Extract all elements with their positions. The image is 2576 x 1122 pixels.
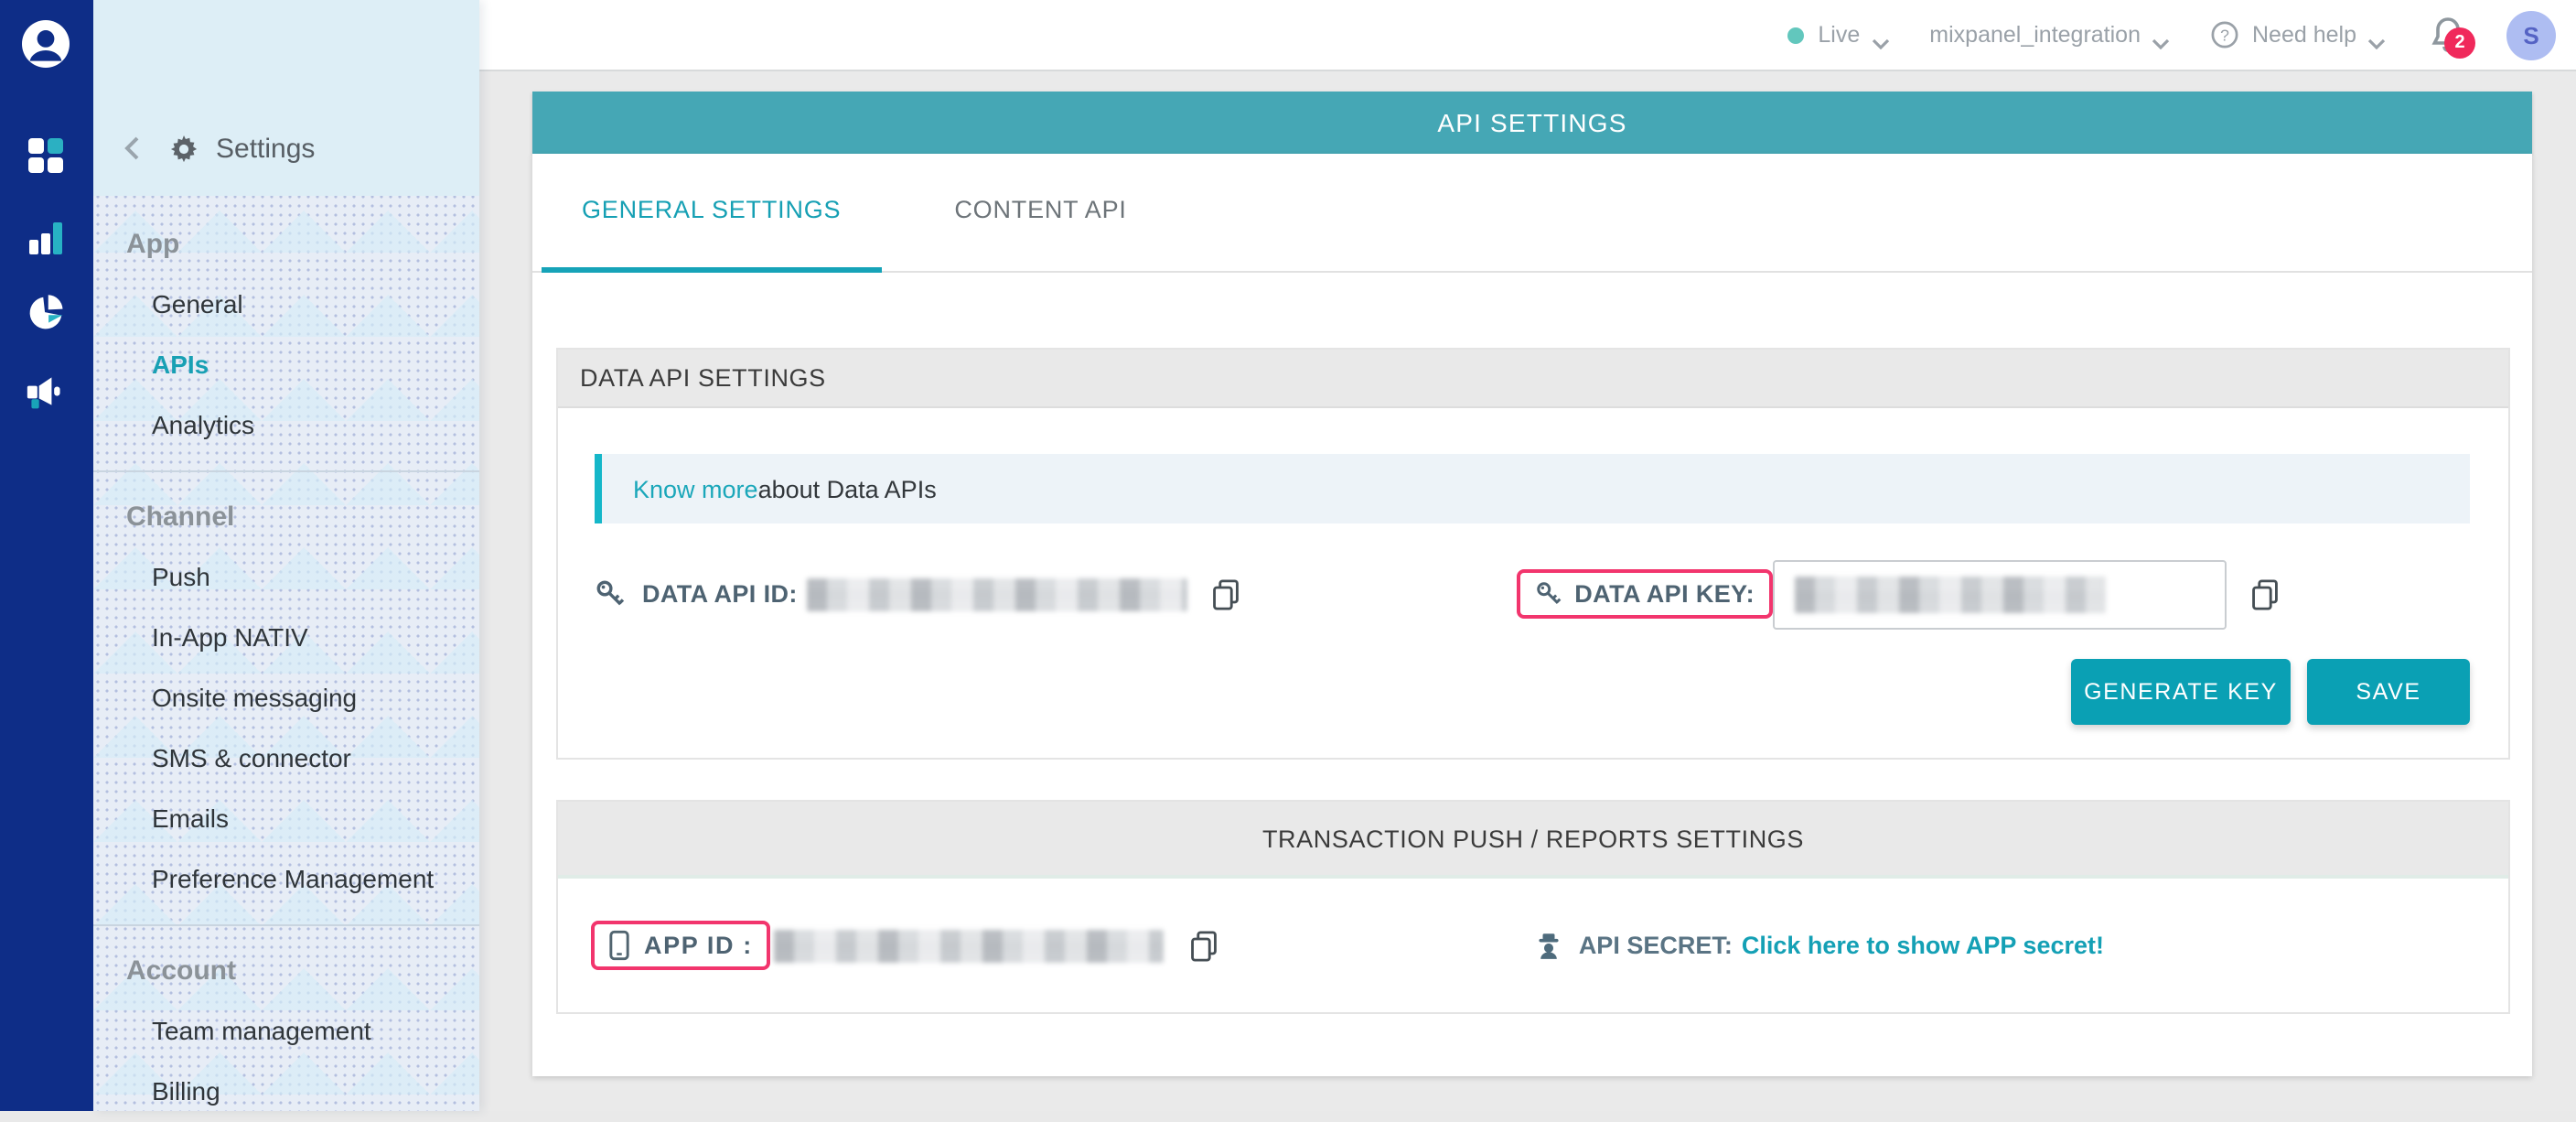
live-status-dot (1787, 27, 1804, 43)
sidebar-item-sms-connector[interactable]: SMS & connector (152, 743, 351, 772)
transaction-section-title: TRANSACTION PUSH / REPORTS SETTINGS (558, 802, 2508, 879)
app-id-label: APP ID : (644, 932, 753, 959)
megaphone-icon[interactable] (26, 372, 66, 412)
key-icon (1534, 580, 1562, 608)
nav-section-app: App (126, 229, 180, 260)
chevron-down-icon (2367, 28, 2386, 49)
data-api-key-highlight-box: DATA API KEY: (1516, 569, 1773, 619)
data-api-id-label: DATA API ID: (642, 580, 798, 608)
project-name: mixpanel_integration (1929, 22, 2141, 48)
app-id-highlight-box: APP ID : (591, 921, 771, 970)
sidebar-item-emails[interactable]: Emails (152, 804, 230, 833)
generate-key-button[interactable]: GENERATE KEY (2071, 659, 2291, 725)
data-api-id-redacted-value (806, 577, 1187, 610)
tab-content-api[interactable]: CONTENT API (954, 196, 1127, 223)
left-rail (0, 0, 93, 1111)
key-icon (595, 578, 626, 610)
tab-bar: GENERAL SETTINGS CONTENT API (532, 154, 2532, 273)
sidebar-item-team-management[interactable]: Team management (152, 1016, 371, 1045)
nav-section-channel: Channel (126, 502, 235, 533)
app-id-redacted-value (774, 929, 1165, 962)
topbar: Live mixpanel_integration ? Need help (479, 0, 2576, 71)
show-app-secret-link[interactable]: Click here to show APP secret! (1741, 932, 2104, 959)
sidebar-item-apis[interactable]: APIs (152, 350, 209, 379)
bar-chart-icon[interactable] (26, 216, 66, 256)
sidebar-nav: App General APIs Analytics Channel Push … (93, 196, 479, 1122)
user-avatar[interactable]: S (2506, 10, 2556, 59)
need-help-menu[interactable]: ? Need help (2210, 20, 2386, 49)
save-button[interactable]: SAVE (2307, 659, 2470, 725)
sidebar-item-analytics[interactable]: Analytics (152, 410, 255, 439)
api-id-key-row: DATA API ID: (595, 558, 2470, 630)
copy-icon[interactable] (1211, 577, 1240, 610)
notifications-bell[interactable]: 2 (2430, 15, 2475, 59)
know-more-banner: Know more about Data APIs (595, 454, 2470, 523)
data-api-settings-section: DATA API SETTINGS Know more about Data A… (556, 348, 2510, 760)
know-more-link[interactable]: Know more (633, 475, 758, 502)
button-row: GENERATE KEY SAVE (595, 659, 2470, 725)
api-settings-card: GENERAL SETTINGS CONTENT API DATA API SE… (532, 154, 2532, 1076)
pie-chart-icon[interactable] (26, 293, 66, 333)
sidebar-divider (93, 924, 479, 926)
svg-text:?: ? (2220, 26, 2229, 44)
sidebar-item-onsite-messaging[interactable]: Onsite messaging (152, 683, 358, 712)
chevron-down-icon (2152, 28, 2170, 49)
secret-agent-icon (1537, 931, 1561, 960)
api-secret-label: API SECRET: (1578, 932, 1733, 959)
copy-icon[interactable] (2250, 577, 2280, 610)
data-api-key-label: DATA API KEY: (1574, 580, 1755, 608)
apps-grid-icon[interactable] (26, 135, 66, 176)
nav-section-account: Account (126, 955, 236, 987)
copy-icon[interactable] (1190, 929, 1219, 962)
environment-dropdown[interactable]: Live (1787, 22, 1889, 49)
project-dropdown[interactable]: mixpanel_integration (1929, 22, 2170, 49)
back-chevron-icon[interactable] (123, 135, 141, 161)
banner-text: about Data APIs (757, 475, 937, 502)
sidebar-item-general[interactable]: General (152, 289, 243, 318)
transaction-settings-section: TRANSACTION PUSH / REPORTS SETTINGS APP … (556, 800, 2510, 1014)
brand-logo-icon[interactable] (22, 20, 70, 68)
sidebar-divider (93, 470, 479, 472)
data-api-key-redacted-value (1795, 576, 2106, 612)
chevron-down-icon (1871, 28, 1889, 49)
sidebar-header: Settings (93, 0, 479, 196)
sidebar-item-push[interactable]: Push (152, 562, 210, 591)
tab-general-settings[interactable]: GENERAL SETTINGS (542, 154, 882, 273)
gear-icon (170, 135, 198, 162)
sidebar-item-billing[interactable]: Billing (152, 1076, 220, 1106)
sidebar-title: Settings (216, 133, 316, 164)
question-circle-icon: ? (2210, 20, 2239, 49)
need-help-label: Need help (2252, 22, 2356, 48)
notification-badge: 2 (2444, 27, 2475, 59)
environment-label: Live (1818, 22, 1861, 48)
main-content: API SETTINGS GENERAL SETTINGS CONTENT AP… (479, 71, 2576, 1111)
sidebar-item-inapp-nativ[interactable]: In-App NATIV (152, 622, 308, 652)
sidebar-item-preference-management[interactable]: Preference Management (152, 864, 435, 893)
page-title: API SETTINGS (532, 92, 2532, 154)
data-api-key-input[interactable] (1773, 559, 2227, 629)
data-api-section-title: DATA API SETTINGS (558, 350, 2508, 408)
phone-icon (609, 930, 629, 961)
settings-sidebar: Settings App General APIs Analytics Chan… (93, 0, 479, 1111)
